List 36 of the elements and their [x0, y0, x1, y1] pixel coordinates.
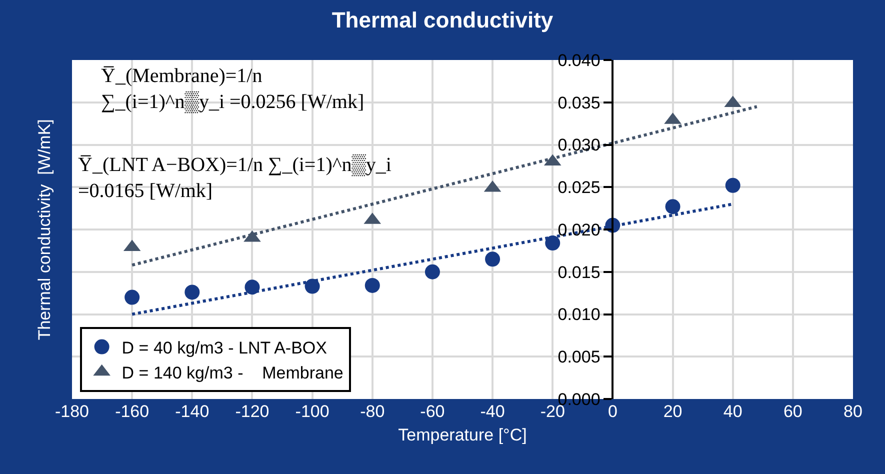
point — [725, 178, 740, 193]
point — [364, 278, 380, 293]
x-tick-label: -180 — [54, 402, 90, 421]
x-tick-label: 60 — [783, 402, 802, 421]
point — [545, 236, 560, 251]
x-tick-label: -100 — [295, 402, 330, 421]
annotation: Y̅_(LNT A−BOX)=1/n ∑_(i=1)^n▒y_i =0.0165 [W/mk] — [78, 154, 392, 202]
x-tick-label: 40 — [723, 402, 742, 421]
x-tick-label: -140 — [175, 402, 210, 421]
y-tick-label: 0.035 — [558, 93, 600, 112]
annotation: Y̅_(Membrane)=1/n ∑_(i=1)^n▒y_i =0.0256 [W/mk] — [101, 65, 364, 114]
point — [304, 278, 320, 294]
legend-label: D = 40 kg/m3 - LNT A-BOX — [122, 338, 327, 358]
x-tick-label: 0 — [608, 402, 618, 421]
x-tick-label: -40 — [480, 402, 505, 421]
y-tick-label: 0.010 — [558, 305, 600, 324]
x-tick-label: 20 — [663, 402, 682, 421]
y-axis-title: Thermal conductivity [W/mK] — [35, 119, 54, 340]
legend-label: D = 140 kg/m3 - Membrane — [122, 364, 344, 382]
point — [424, 264, 440, 280]
x-tick-label: 80 — [844, 402, 862, 421]
point — [485, 252, 500, 267]
y-tick-label: 0.005 — [558, 348, 600, 367]
y-tick-label: 0.030 — [558, 136, 600, 155]
point — [244, 280, 260, 295]
point — [184, 284, 200, 300]
y-tick-label: 0.015 — [558, 262, 600, 282]
y-tick-label: 0.025 — [558, 178, 600, 198]
x-tick-label: -80 — [360, 402, 385, 421]
x-tick-label: -160 — [115, 402, 150, 421]
point — [665, 199, 680, 214]
x-tick-label: -60 — [420, 402, 445, 421]
point — [124, 290, 140, 305]
chart-title: Thermal conductivity — [332, 7, 554, 32]
x-tick-label: -120 — [235, 402, 270, 421]
x-axis-title: Temperature [°C] — [398, 425, 527, 444]
